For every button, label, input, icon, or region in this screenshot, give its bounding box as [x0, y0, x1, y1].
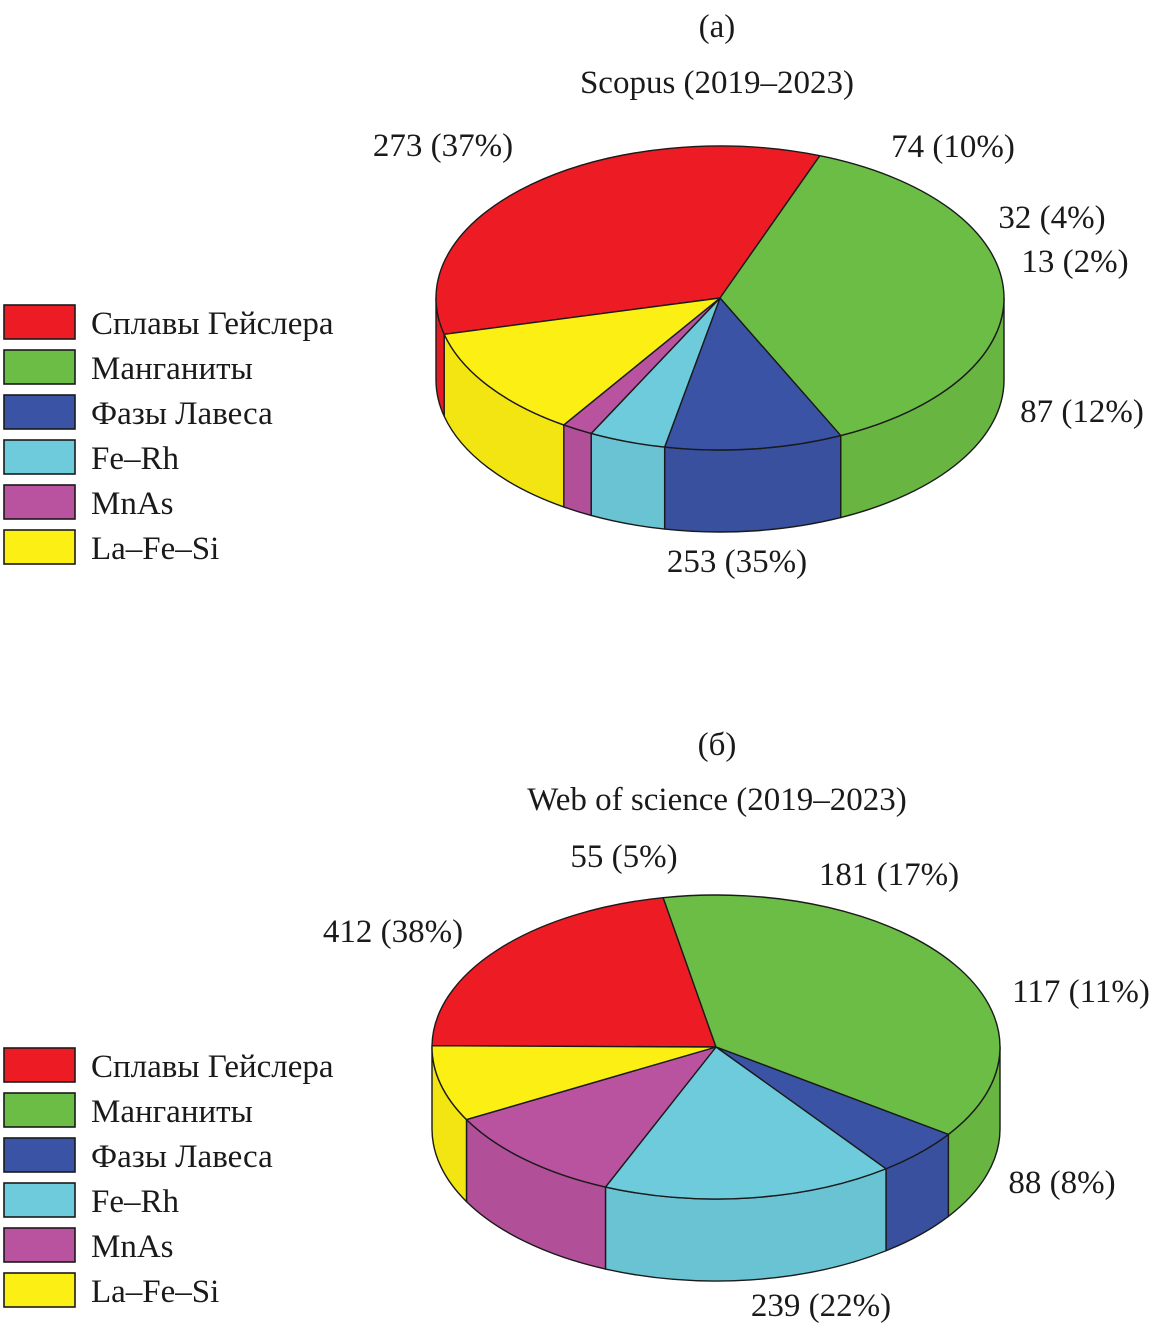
pie-slice	[719, 155, 1005, 437]
chart-a-legend: Сплавы Гейслера Манганиты Фазы Лавеса Fe–Rh…	[3, 304, 334, 567]
chart-a-data-labels: 253 (35%) 273 (37%) 74 (10%) 32 (4%) 13 (2%)…	[373, 128, 1144, 580]
legend-entry-label: MnAs	[91, 486, 174, 522]
legend-swatch	[3, 1047, 76, 1083]
pie-slice	[604, 1046, 887, 1200]
slice-data-label: 32 (4%)	[998, 200, 1105, 236]
pie-slice	[465, 1046, 717, 1188]
legend-swatch	[3, 1182, 76, 1218]
slice-data-label: 273 (37%)	[373, 128, 513, 164]
slice-data-label: 55 (5%)	[570, 839, 677, 875]
pie-side-wall	[663, 434, 842, 533]
chart-b-legend: Сплавы Гейслера Манганиты Фазы Лавеса Fe–Rh…	[3, 1047, 334, 1310]
legend-swatch	[3, 349, 76, 385]
slice-data-label: 181 (17%)	[819, 857, 959, 893]
legend-swatch	[3, 439, 76, 475]
legend-swatch	[3, 304, 76, 340]
chart-b-data-labels: 239 (22%) 412 (38%) 55 (5%) 181 (17%) 117 (1…	[323, 839, 1150, 1324]
slice-data-label: 117 (11%)	[1012, 974, 1150, 1010]
slice-data-label: 412 (38%)	[323, 914, 463, 950]
chart-a-title: Scopus (2019–2023)	[580, 65, 854, 101]
chart-a-panel-label: (а)	[699, 9, 736, 45]
legend-swatch	[3, 1092, 76, 1128]
legend-entry-label: Манганиты	[91, 1094, 253, 1130]
legend-entry-label: Манганиты	[91, 351, 253, 387]
legend-entry-label: Сплавы Гейслера	[91, 1049, 334, 1085]
pie-slice	[662, 894, 1001, 1136]
pie-side-wall	[563, 424, 592, 517]
chart-b-title: Web of science (2019–2023)	[527, 782, 906, 818]
chart-b: (б) Web of science (2019–2023) Сплавы Ге…	[3, 727, 1150, 1324]
slice-data-label: 74 (10%)	[891, 129, 1015, 165]
pie-slice	[443, 297, 721, 426]
chart-b-panel-label: (б)	[698, 727, 737, 763]
legend-entry-label: Фазы Лавеса	[91, 1139, 273, 1175]
pie-slice	[435, 145, 821, 336]
legend-entry-label: La–Fe–Si	[91, 531, 219, 567]
pie-side-wall	[590, 432, 666, 530]
legend-entry-label: Сплавы Гейслера	[91, 306, 334, 342]
legend-entry-label: Фазы Лавеса	[91, 396, 273, 432]
chart-a-pie	[435, 145, 1005, 533]
slice-data-label: 88 (8%)	[1008, 1165, 1115, 1201]
legend-swatch	[3, 394, 76, 430]
pie-slice	[663, 297, 842, 451]
legend-entry-label: MnAs	[91, 1229, 174, 1265]
legend-swatch	[3, 1227, 76, 1263]
legend-entry-label: Fe–Rh	[91, 441, 180, 477]
legend-entry-label: La–Fe–Si	[91, 1274, 219, 1310]
legend-swatch	[3, 484, 76, 520]
slice-data-label: 87 (12%)	[1020, 394, 1144, 430]
legend-swatch	[3, 1137, 76, 1173]
pie-slice	[431, 1045, 717, 1121]
chart-a: (а) Scopus (2019–2023) Сплавы Гейслера Ма…	[3, 9, 1144, 580]
chart-b-pie	[431, 894, 1001, 1282]
legend-swatch	[3, 1272, 76, 1308]
slice-data-label: 239 (22%)	[751, 1288, 891, 1324]
legend-swatch	[3, 529, 76, 565]
slice-data-label: 253 (35%)	[667, 544, 807, 580]
legend-entry-label: Fe–Rh	[91, 1184, 180, 1220]
pie-slice	[431, 896, 717, 1048]
slice-data-label: 13 (2%)	[1021, 244, 1128, 280]
